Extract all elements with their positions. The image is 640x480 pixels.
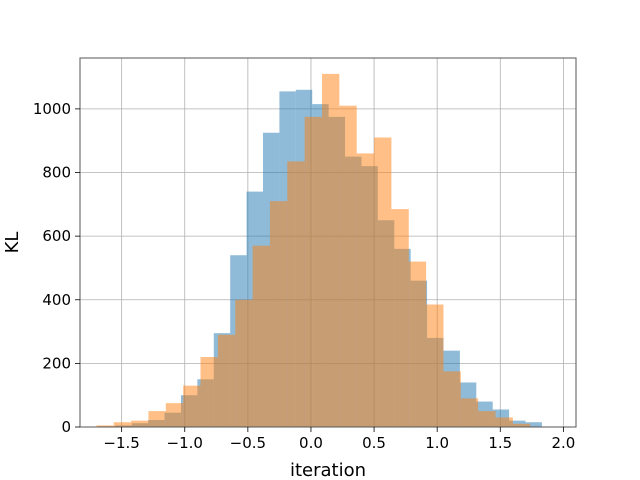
histogram-bar-series-2 xyxy=(322,73,340,427)
histogram-bar-series-2 xyxy=(495,417,513,427)
y-axis-ticks: 0 200 400 600 800 1000 xyxy=(33,100,80,436)
histogram-bar-series-2 xyxy=(426,304,444,427)
y-tick-label: 800 xyxy=(42,164,71,182)
histogram-bar-series-2 xyxy=(131,420,149,427)
x-tick-label: 1.0 xyxy=(425,434,449,452)
y-tick-label: 600 xyxy=(42,227,71,245)
histogram-bar-series-1 xyxy=(525,422,542,427)
x-axis-label: iteration xyxy=(290,460,366,480)
histogram-bar-series-2 xyxy=(374,137,392,427)
y-tick-label: 200 xyxy=(42,354,71,372)
histogram-bars xyxy=(96,73,542,428)
histogram-bar-series-2 xyxy=(391,209,409,427)
y-tick-label: 1000 xyxy=(33,100,71,118)
histogram-bar-series-2 xyxy=(235,299,253,427)
histogram-bar-series-2 xyxy=(252,245,270,427)
histogram-bar-series-2 xyxy=(460,398,479,427)
histogram-bar-series-2 xyxy=(512,423,531,427)
histogram-bar-series-2 xyxy=(96,425,114,427)
histogram-bar-series-2 xyxy=(287,161,305,428)
histogram-bar-series-2 xyxy=(443,371,461,427)
y-tick-label: 400 xyxy=(42,291,71,309)
x-tick-label: 0.0 xyxy=(299,434,323,452)
histogram-bar-series-2 xyxy=(339,105,357,427)
x-tick-label: 1.5 xyxy=(488,434,512,452)
histogram-bar-series-2 xyxy=(200,357,218,427)
histogram-bar-series-2 xyxy=(478,411,496,427)
x-axis-ticks: −1.5 −1.0 −0.5 0.0 0.5 1.0 1.5 2.0 xyxy=(103,427,575,452)
x-tick-label: −0.5 xyxy=(230,434,266,452)
plot-frame xyxy=(79,57,577,428)
histogram-bar-series-2 xyxy=(217,334,236,427)
histogram-bar-series-2 xyxy=(356,153,375,427)
histogram-bar-series-2 xyxy=(113,422,132,427)
y-tick-label: 0 xyxy=(61,418,71,436)
histogram-bar-series-2 xyxy=(304,116,323,428)
histogram-bar-series-2 xyxy=(408,261,427,427)
histogram-bar-series-2 xyxy=(148,411,166,427)
x-tick-label: −1.5 xyxy=(103,434,139,452)
y-axis-label: KL xyxy=(2,232,23,254)
x-tick-label: 0.5 xyxy=(362,434,386,452)
histogram-bar-series-2 xyxy=(269,201,288,427)
x-tick-label: 2.0 xyxy=(551,434,575,452)
histogram-bar-series-2 xyxy=(183,385,201,427)
histogram-bar-series-2 xyxy=(165,403,184,427)
x-tick-label: −1.0 xyxy=(167,434,203,452)
